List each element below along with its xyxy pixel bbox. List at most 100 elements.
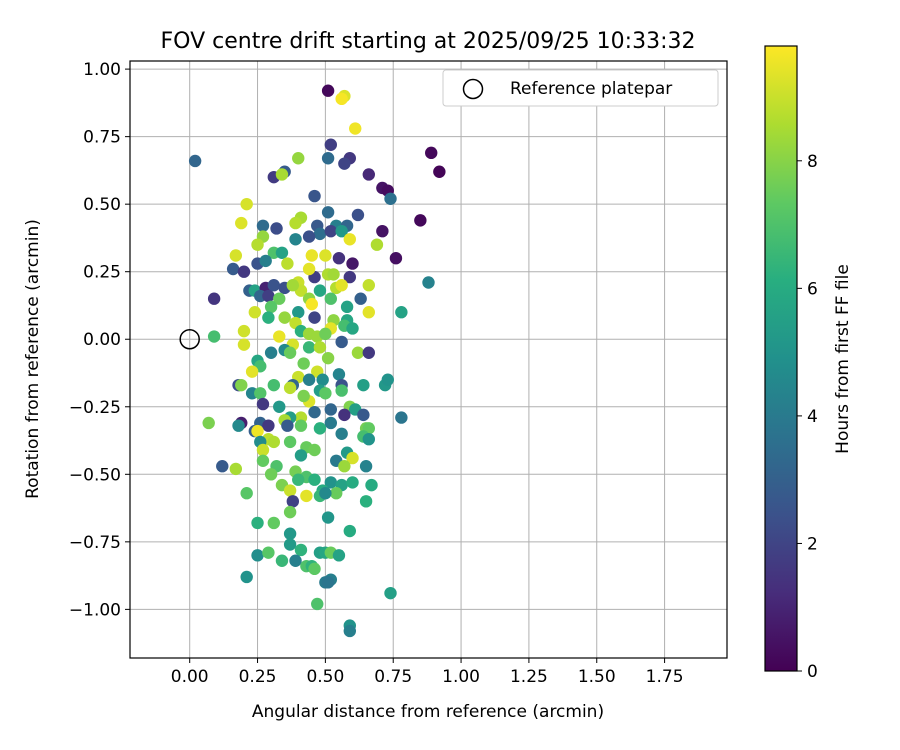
data-point [275,168,289,181]
y-tick-label: −0.50 [69,465,121,485]
data-point [346,476,359,489]
y-tick-label: 0.50 [83,195,121,215]
data-point [338,460,351,473]
data-point [264,346,278,359]
data-point [294,543,308,557]
data-point [281,257,294,270]
data-point [248,306,262,319]
data-point [292,306,305,319]
data-point [354,292,367,305]
data-point [256,443,270,457]
data-point [389,251,403,265]
data-point [332,368,346,381]
data-point [235,216,248,230]
data-point [324,292,338,305]
data-point [283,381,297,395]
y-tick-label: 0.00 [83,330,121,350]
data-point [362,279,375,292]
data-point [273,292,286,305]
data-point [308,473,321,486]
chart-title: FOV centre drift starting at 2025/09/25 … [161,29,696,54]
data-point [362,346,375,359]
data-point [324,476,338,489]
data-point [324,403,338,416]
data-point [313,284,327,297]
data-point [240,570,253,584]
data-point [275,246,289,259]
data-point [292,473,305,486]
data-point [321,84,335,97]
data-point [237,324,251,338]
data-point [302,230,316,243]
data-point [262,546,275,559]
data-point [297,389,310,403]
data-point [207,292,221,305]
data-point [267,516,281,530]
y-tick-label: −0.25 [69,398,121,418]
data-point [324,224,338,238]
x-tick-label: 1.00 [442,667,480,687]
data-point [202,416,215,430]
data-point [319,327,332,341]
data-point [330,487,343,500]
data-point [433,165,446,178]
data-point [283,527,297,540]
x-tick-label: 1.50 [578,667,616,687]
data-point [256,219,270,232]
x-tick-label: 0.75 [374,667,412,687]
data-point [362,306,375,319]
x-tick-label: 0.25 [239,667,277,687]
data-point [319,487,332,500]
data-point [305,297,319,311]
data-point [289,216,302,230]
colorbar-tick-label: 4 [807,407,818,427]
data-point [395,306,408,319]
data-point [305,249,319,262]
data-point [251,424,264,438]
data-point [422,276,435,289]
data-point [292,152,305,165]
y-tick-label: 0.75 [83,128,121,148]
data-point [302,262,316,276]
data-point [359,495,373,508]
data-point [384,192,397,205]
data-point [294,449,308,462]
data-point [351,346,365,359]
data-point [321,206,335,219]
data-point [216,460,229,473]
data-point [324,416,338,430]
data-point [340,300,354,314]
data-point [357,408,370,422]
data-point [343,524,357,538]
data-point [346,322,359,335]
data-point [376,224,389,238]
data-point [283,435,297,449]
data-point [349,122,362,135]
data-point [362,168,375,181]
data-point [297,357,310,370]
data-point [283,538,297,551]
data-point [267,279,281,292]
data-point [332,549,346,562]
colorbar-ticks: 0 2 4 6 8 [797,152,818,682]
data-point [302,341,316,354]
reference-point [179,328,200,350]
data-point [381,373,394,386]
data-point [286,279,300,292]
data-point [300,489,313,503]
data-point [313,422,327,435]
data-point [207,330,221,343]
data-point [338,157,351,170]
data-point [308,405,321,419]
data-point [254,387,267,400]
data-point [370,238,384,251]
data-point [311,597,324,611]
data-point [313,341,327,354]
y-tick-label: −0.75 [69,533,121,553]
data-point [308,443,321,457]
data-point [332,251,346,265]
data-point [308,562,321,576]
colorbar-tick-label: 0 [807,662,818,682]
colorbar-label: Hours from first FF file [833,264,853,454]
